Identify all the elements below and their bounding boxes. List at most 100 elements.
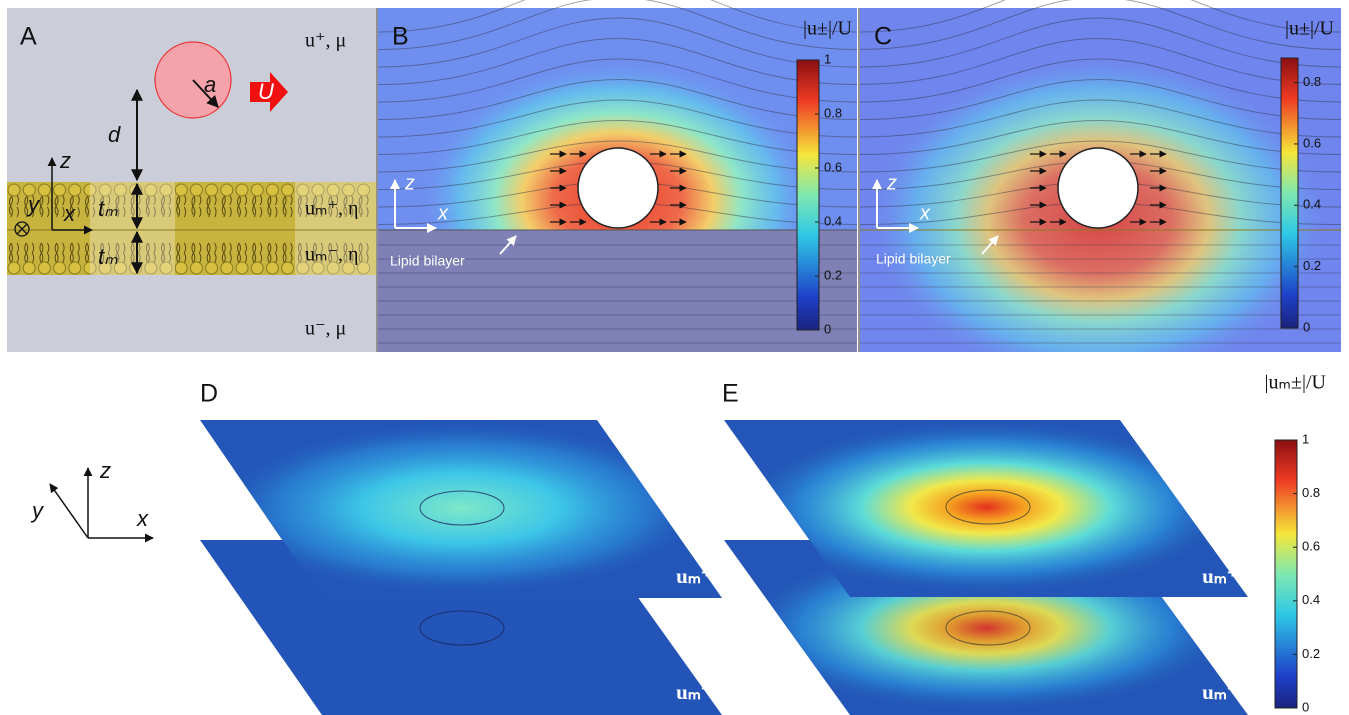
colorbar-tick-label: 0 <box>824 321 831 336</box>
particle-outline <box>419 610 505 646</box>
streamline <box>377 37 858 85</box>
thickness-label: tₘ <box>98 196 118 221</box>
velocity-arrow <box>250 72 288 112</box>
colorbar-title: |uₘ±|/U <box>1265 372 1327 394</box>
lipid-head <box>83 183 97 197</box>
lipid-tail <box>221 196 232 218</box>
streamline <box>859 99 1342 138</box>
lipid-tail <box>100 242 111 264</box>
streamline <box>377 0 858 50</box>
streamline <box>377 0 858 33</box>
lipid-tail <box>115 194 126 216</box>
lipid-head <box>7 183 21 197</box>
radius-arrow <box>192 79 219 108</box>
streamline <box>377 58 858 103</box>
panel-b: z x Lipid bilayer B |u±|/U <box>377 0 858 352</box>
lipid-tail <box>191 194 202 216</box>
lipid-head <box>235 183 249 197</box>
lipid-tail <box>252 194 263 216</box>
streamline <box>859 37 1342 85</box>
lipid-head <box>296 261 310 275</box>
lipid-tail <box>267 196 278 218</box>
lipid-tail <box>206 242 217 264</box>
lipid-head <box>250 261 264 275</box>
lipid-head <box>159 183 173 197</box>
colorbar-tick-label: 0.8 <box>1303 74 1321 89</box>
lipid-tail <box>297 196 308 218</box>
lipid-head <box>205 261 219 275</box>
colorbar-tick-label: 0.8 <box>1302 485 1320 500</box>
panel-c: z x Lipid bilayer C |u±|/U <box>859 0 1342 352</box>
velocity-field <box>736 420 1236 595</box>
velocity-field <box>418 60 818 230</box>
lipid-head <box>311 183 325 197</box>
streamline <box>377 17 858 68</box>
plane-label: uₘ⁺ <box>676 564 712 588</box>
colorbar-tick-label: 0.4 <box>1302 592 1320 607</box>
lipid-head <box>83 261 97 275</box>
into-page-symbol <box>16 223 28 235</box>
annotation: Lipid bilayer <box>390 253 465 269</box>
velocity-field <box>211 420 711 596</box>
lipid-tail <box>328 194 339 216</box>
colorbar-tick-label: 0 <box>1302 699 1309 714</box>
panel-label: B <box>392 23 409 51</box>
lipid-head <box>53 183 67 197</box>
lipid-tail <box>161 196 171 218</box>
into-page-symbol <box>14 221 30 237</box>
lipid-tail <box>54 242 65 264</box>
lipid-head <box>265 183 279 197</box>
lipid-tail <box>145 196 156 218</box>
colorbar-title: |u±|/U <box>1285 18 1335 40</box>
lipid-head <box>174 261 188 275</box>
lipid-tail <box>39 194 50 216</box>
lipid-head <box>22 261 36 275</box>
lipid-tail <box>24 242 35 264</box>
lower-leaflet-label: uₘ⁻, η <box>305 244 358 266</box>
colorbar-tick-label: 0.4 <box>1303 197 1321 212</box>
lower-region <box>378 230 857 352</box>
lipid-tail <box>206 196 217 218</box>
lipid-tail <box>115 242 126 264</box>
lipid-tail <box>85 194 95 216</box>
streamlines <box>859 0 1342 344</box>
lipid-tail <box>237 196 247 218</box>
lipid-head <box>205 183 219 197</box>
upper-fluid-label: u⁺, μ <box>305 30 346 52</box>
streamlines <box>377 0 858 344</box>
lipid-head <box>326 183 340 197</box>
lipid-head <box>326 261 340 275</box>
lipid-tail <box>343 196 354 218</box>
lower-fluid-label: u⁻, μ <box>305 318 346 340</box>
lipid-tail <box>313 242 323 264</box>
colorbar-tick-label: 0.2 <box>1302 646 1320 661</box>
panel-label: C <box>874 23 892 51</box>
thickness-label: tₘ <box>98 244 118 269</box>
lipid-tail <box>145 242 156 264</box>
lipid-tail <box>176 196 187 218</box>
axis-label: z <box>99 458 111 483</box>
lipid-tail <box>191 242 202 264</box>
panel-label: E <box>722 380 739 408</box>
lipid-head <box>144 183 158 197</box>
lipid-tail <box>176 242 187 264</box>
lipid-tail <box>85 196 95 218</box>
streamline <box>859 0 1342 50</box>
lipid-tail <box>221 194 232 216</box>
axis-label: x <box>63 201 76 226</box>
colorbar-title: |u±|/U <box>803 18 853 40</box>
lipid-tail <box>161 242 171 264</box>
lipid-tail <box>39 242 50 264</box>
annotation-arrow <box>499 235 517 255</box>
colorbar-tick-label: 0.6 <box>824 159 842 174</box>
lipid-head <box>265 261 279 275</box>
lipid-tail <box>313 194 323 216</box>
streamline <box>859 58 1342 103</box>
lipid-tail <box>282 242 293 264</box>
lipid-tail <box>358 196 369 218</box>
panel-label: A <box>20 23 37 51</box>
panel-a: A u⁺, μ u⁻, μ uₘ⁺, η uₘ⁻, η a U d tₘ tₘ … <box>7 8 376 352</box>
lipid-head <box>235 261 249 275</box>
particle <box>1057 147 1139 229</box>
lipid-tail <box>267 194 278 216</box>
